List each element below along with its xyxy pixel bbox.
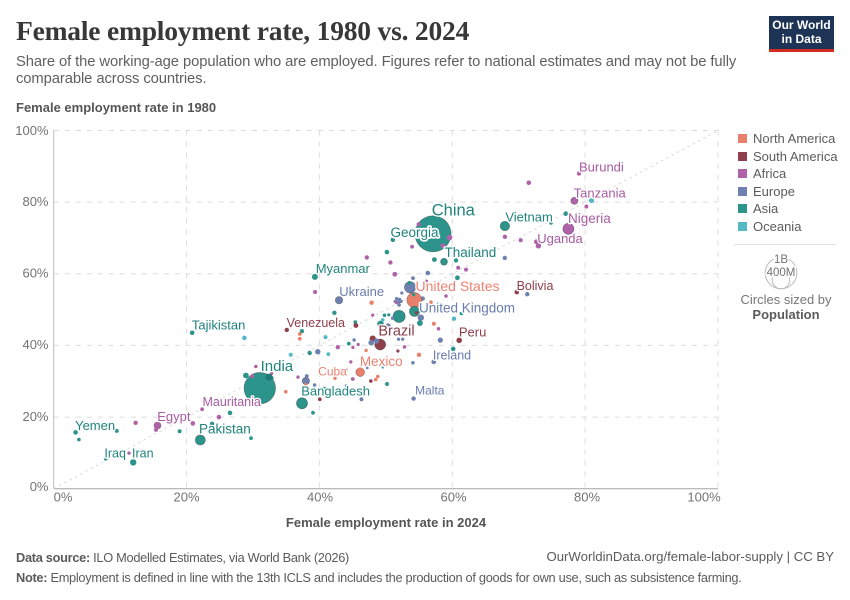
svg-text:0%: 0% [30,479,49,494]
svg-text:Iran: Iran [132,447,154,461]
svg-text:80%: 80% [574,490,600,505]
svg-text:Tajikistan: Tajikistan [192,318,245,333]
svg-text:Egypt: Egypt [157,409,191,424]
svg-text:60%: 60% [440,490,466,505]
svg-text:80%: 80% [22,194,48,209]
svg-text:Peru: Peru [459,324,486,339]
svg-text:Burundi: Burundi [579,160,624,175]
svg-text:India: India [261,358,294,375]
svg-text:Georgia: Georgia [390,225,439,240]
svg-text:Pakistan: Pakistan [199,422,251,437]
svg-text:Tanzania: Tanzania [574,186,627,201]
svg-text:Cuba: Cuba [318,364,347,378]
svg-text:Nigeria: Nigeria [568,211,611,226]
svg-text:Mauritania: Mauritania [203,395,261,409]
svg-text:China: China [432,202,476,220]
svg-text:40%: 40% [22,337,48,352]
svg-text:United States: United States [415,278,499,294]
svg-text:Bangladesh: Bangladesh [301,384,370,399]
svg-text:Ukraine: Ukraine [339,284,384,299]
svg-text:40%: 40% [307,490,333,505]
svg-text:Thailand: Thailand [445,245,497,260]
svg-text:Ireland: Ireland [433,349,471,363]
svg-text:20%: 20% [22,409,48,424]
svg-text:Yemen: Yemen [75,418,115,433]
svg-text:400M: 400M [767,267,796,279]
svg-text:60%: 60% [22,266,48,281]
svg-text:Uganda: Uganda [537,231,583,246]
svg-text:Malta: Malta [415,384,445,398]
svg-text:Bolivia: Bolivia [517,279,554,293]
svg-text:Myanmar: Myanmar [316,261,371,276]
svg-text:100%: 100% [15,123,49,138]
svg-text:United Kingdom: United Kingdom [419,300,515,315]
svg-text:100%: 100% [687,490,721,505]
svg-text:Venezuela: Venezuela [287,316,345,330]
svg-text:Brazil: Brazil [378,324,414,340]
svg-text:Vietnam: Vietnam [505,210,552,225]
svg-text:Iraq: Iraq [104,447,126,461]
svg-text:1B: 1B [774,254,788,266]
svg-text:Mexico: Mexico [360,354,403,369]
svg-text:0%: 0% [54,490,73,505]
svg-text:20%: 20% [173,490,199,505]
